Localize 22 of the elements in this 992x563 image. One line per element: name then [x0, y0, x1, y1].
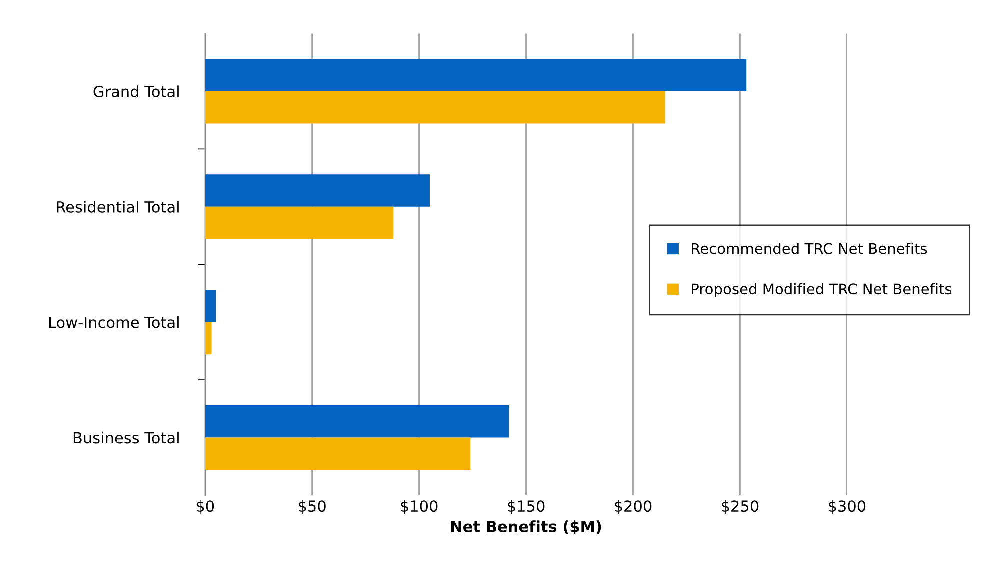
- y-tick-label: Grand Total: [94, 86, 179, 98]
- bar: [205, 290, 216, 322]
- y-tick-label: Low-Income Total: [49, 316, 179, 328]
- x-tick-label: $0: [196, 500, 214, 514]
- y-tick-label: Residential Total: [57, 201, 179, 213]
- x-tick-label: $50: [299, 500, 326, 514]
- bar: [205, 438, 471, 470]
- x-tick-label: $200: [615, 500, 652, 514]
- bar: [205, 91, 666, 124]
- bar: [205, 206, 394, 240]
- y-tick-label: Business Total: [74, 432, 179, 444]
- x-tick-label: $100: [401, 500, 438, 514]
- bar: [205, 174, 430, 207]
- bar: [205, 59, 747, 92]
- x-tick-label: $300: [828, 500, 866, 514]
- x-tick-label: $250: [722, 500, 759, 514]
- bar: [205, 405, 510, 438]
- bar: [205, 322, 212, 355]
- legend-label: Proposed Modified TRC Net Benefits: [692, 283, 952, 298]
- legend-label: Recommended TRC Net Benefits: [692, 243, 928, 254]
- x-tick-label: $150: [508, 500, 545, 514]
- x-axis-title: Net Benefits ($M): [451, 520, 602, 534]
